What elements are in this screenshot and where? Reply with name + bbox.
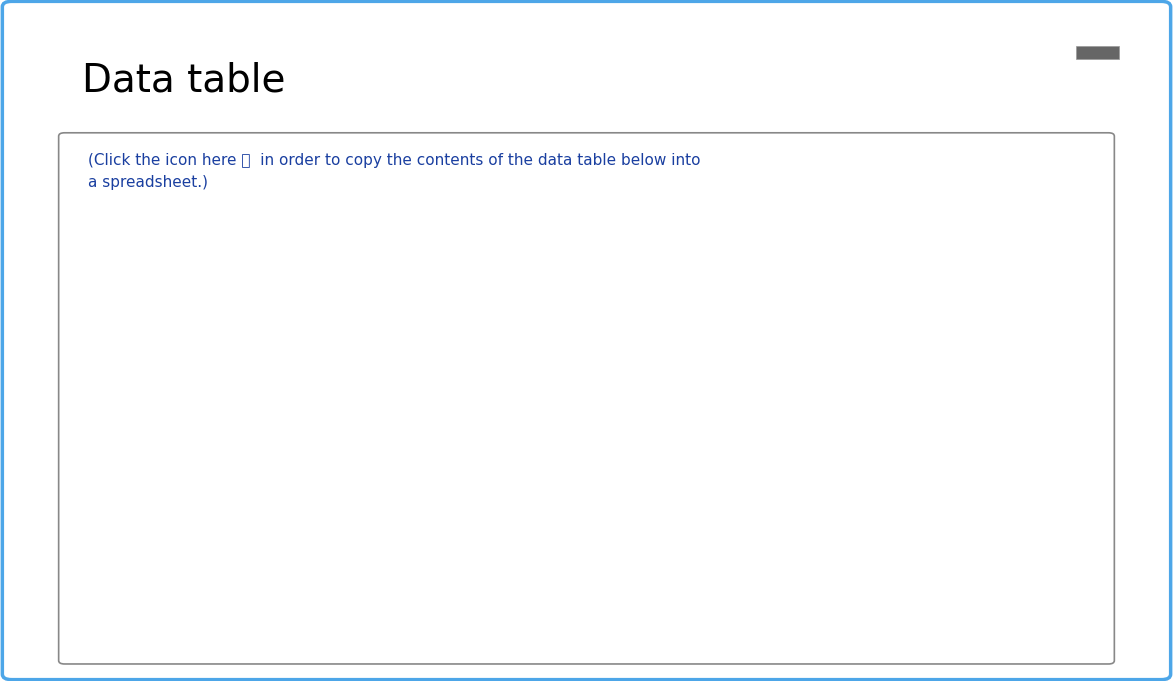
Text: Over $600,000: Over $600,000	[670, 590, 784, 605]
Text: 35%: 35%	[286, 560, 319, 575]
Text: $19,051 to $77,400: $19,051 to $77,400	[664, 437, 789, 456]
Text: $400,001 to $600,000: $400,001 to $600,000	[653, 560, 799, 577]
Text: Tax Rates: Tax Rates	[262, 373, 344, 387]
Text: Joint Returns: Joint Returns	[678, 373, 775, 387]
Text: $0 to $19,050: $0 to $19,050	[686, 407, 766, 425]
Text: 22%: 22%	[286, 468, 319, 483]
Text: Taxable Income: Taxable Income	[666, 348, 786, 363]
Text: Returns (2018): Returns (2018)	[528, 304, 669, 322]
Text: (Click the icon here ⎙  in order to copy the contents of the data table below in: (Click the icon here ⎙ in order to copy …	[88, 153, 700, 191]
Text: TABLE 1.2:  Tax Rates and Income Brackets for Joint: TABLE 1.2: Tax Rates and Income Brackets…	[357, 283, 840, 301]
Text: Data table: Data table	[82, 61, 285, 99]
Text: 37%: 37%	[286, 590, 319, 605]
Text: 10%: 10%	[286, 407, 319, 422]
Text: 12%: 12%	[286, 437, 319, 452]
Text: $315,001 to $400,000: $315,001 to $400,000	[653, 529, 799, 547]
Text: 32%: 32%	[286, 529, 319, 544]
Text: $165,001 to $315,000: $165,001 to $315,000	[653, 498, 799, 516]
Text: $77,401 to $165,000: $77,401 to $165,000	[658, 468, 794, 486]
Text: 24%: 24%	[286, 498, 319, 513]
